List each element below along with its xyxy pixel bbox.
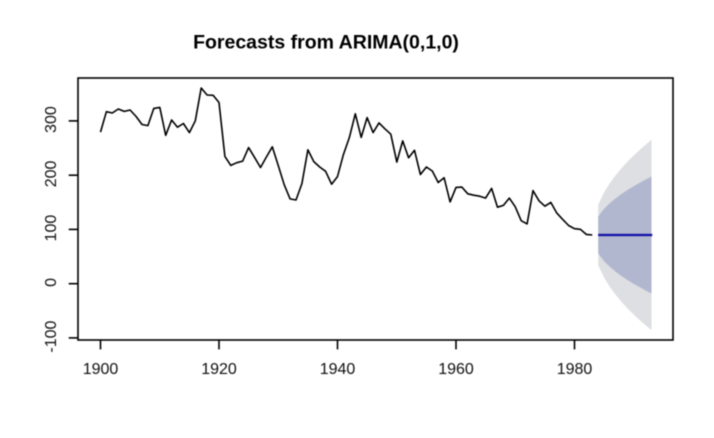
svg-text:200: 200 (43, 160, 60, 187)
svg-text:0: 0 (43, 278, 60, 287)
svg-text:1900: 1900 (83, 361, 119, 378)
svg-text:300: 300 (43, 106, 60, 133)
svg-text:1960: 1960 (438, 361, 474, 378)
svg-text:Forecasts from ARIMA(0,1,0): Forecasts from ARIMA(0,1,0) (193, 31, 459, 53)
svg-text:1920: 1920 (201, 361, 237, 378)
svg-text:1940: 1940 (320, 361, 356, 378)
svg-text:100: 100 (43, 215, 60, 242)
svg-text:1980: 1980 (557, 361, 593, 378)
svg-text:-100: -100 (43, 320, 60, 352)
